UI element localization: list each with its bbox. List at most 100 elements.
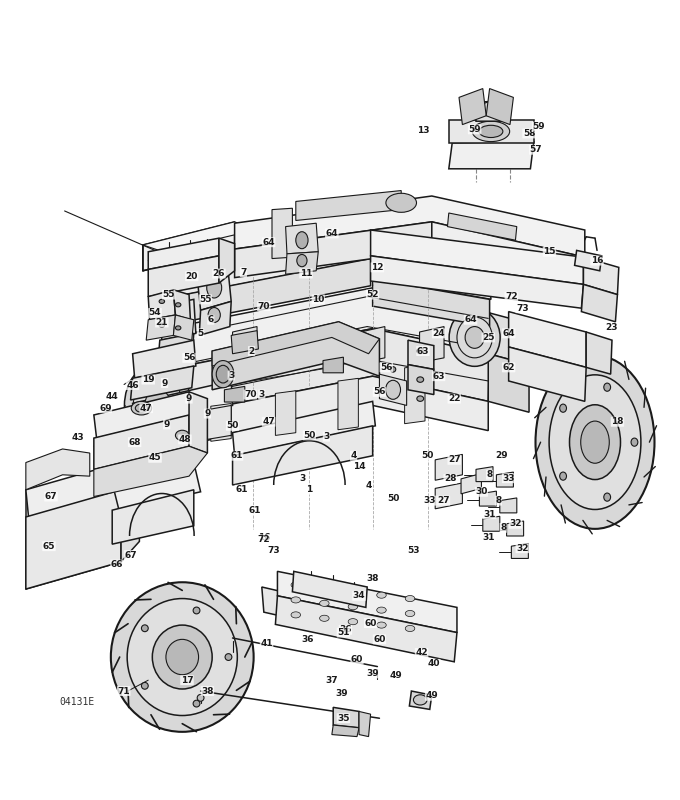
Ellipse shape <box>604 383 611 391</box>
Polygon shape <box>475 101 511 121</box>
Ellipse shape <box>135 404 148 412</box>
Text: 39: 39 <box>367 669 379 678</box>
Polygon shape <box>408 340 434 370</box>
Ellipse shape <box>377 622 386 628</box>
Polygon shape <box>160 258 371 326</box>
Polygon shape <box>212 322 379 390</box>
Ellipse shape <box>291 597 301 603</box>
Ellipse shape <box>417 377 424 382</box>
Polygon shape <box>167 376 488 446</box>
Ellipse shape <box>291 582 301 588</box>
Ellipse shape <box>111 582 254 732</box>
Polygon shape <box>233 426 373 485</box>
Text: 10: 10 <box>312 295 324 304</box>
Polygon shape <box>323 357 343 373</box>
Ellipse shape <box>560 404 566 412</box>
Text: 54: 54 <box>149 309 161 318</box>
Text: 66: 66 <box>111 560 123 569</box>
Polygon shape <box>148 256 219 297</box>
Text: 61: 61 <box>249 506 261 514</box>
Text: 37: 37 <box>326 676 338 685</box>
Ellipse shape <box>405 626 415 631</box>
Polygon shape <box>197 267 231 310</box>
Polygon shape <box>272 208 292 258</box>
Text: 53: 53 <box>407 546 420 555</box>
Polygon shape <box>231 330 258 354</box>
Polygon shape <box>488 354 529 412</box>
Text: 19: 19 <box>142 375 154 384</box>
Text: 40: 40 <box>428 659 440 668</box>
Ellipse shape <box>207 278 222 298</box>
Text: 67: 67 <box>45 492 57 501</box>
Ellipse shape <box>348 604 358 610</box>
Ellipse shape <box>472 121 510 142</box>
Text: 23: 23 <box>606 323 618 333</box>
Text: 4: 4 <box>350 451 357 460</box>
Text: 20: 20 <box>186 272 198 281</box>
Polygon shape <box>26 462 124 517</box>
Text: 51: 51 <box>337 628 350 637</box>
Text: 49: 49 <box>390 671 402 680</box>
Polygon shape <box>379 374 407 406</box>
Text: 17: 17 <box>181 676 193 685</box>
Ellipse shape <box>127 598 237 715</box>
Ellipse shape <box>175 326 181 330</box>
Polygon shape <box>432 222 585 284</box>
Text: 21: 21 <box>156 318 168 327</box>
Text: 62: 62 <box>503 363 515 372</box>
Polygon shape <box>420 326 444 362</box>
Text: 31: 31 <box>483 510 496 518</box>
Text: 36: 36 <box>301 635 313 644</box>
Text: 63: 63 <box>417 346 429 355</box>
Polygon shape <box>167 406 231 446</box>
Polygon shape <box>435 483 462 509</box>
Ellipse shape <box>465 326 484 348</box>
Polygon shape <box>173 315 194 340</box>
Text: 8: 8 <box>495 496 502 505</box>
Polygon shape <box>211 403 231 442</box>
Text: 36: 36 <box>339 626 352 634</box>
Text: 50: 50 <box>226 422 239 430</box>
Text: 33: 33 <box>503 474 515 482</box>
Ellipse shape <box>296 254 307 266</box>
Polygon shape <box>449 142 534 169</box>
Text: 60: 60 <box>351 655 363 664</box>
Text: 22: 22 <box>448 394 460 403</box>
Text: 44: 44 <box>106 392 118 401</box>
Text: 71: 71 <box>118 686 130 695</box>
Polygon shape <box>479 491 496 506</box>
Text: 64: 64 <box>262 238 275 246</box>
Text: 2: 2 <box>248 346 255 355</box>
Text: 28: 28 <box>444 474 456 483</box>
Ellipse shape <box>320 615 329 622</box>
Text: 41: 41 <box>260 639 273 648</box>
Text: 47: 47 <box>140 404 152 413</box>
Text: 50: 50 <box>387 494 399 503</box>
Polygon shape <box>405 365 425 424</box>
Text: 32: 32 <box>509 519 522 528</box>
Text: 73: 73 <box>267 546 279 555</box>
Text: 70: 70 <box>244 390 256 399</box>
Text: 60: 60 <box>373 635 386 644</box>
Ellipse shape <box>193 607 200 614</box>
Text: 59: 59 <box>532 122 545 131</box>
Polygon shape <box>476 466 493 482</box>
Ellipse shape <box>320 586 329 591</box>
Ellipse shape <box>377 592 386 598</box>
Ellipse shape <box>145 389 171 422</box>
Text: 64: 64 <box>503 329 515 338</box>
Text: 8: 8 <box>486 470 493 479</box>
Ellipse shape <box>449 309 500 366</box>
Text: 55: 55 <box>199 295 211 304</box>
Text: 8: 8 <box>500 523 507 532</box>
Polygon shape <box>167 288 490 370</box>
Polygon shape <box>148 238 219 270</box>
Polygon shape <box>447 213 517 240</box>
Ellipse shape <box>296 232 308 249</box>
Polygon shape <box>160 238 373 299</box>
Text: 69: 69 <box>99 404 112 413</box>
Polygon shape <box>277 571 457 633</box>
Text: 56: 56 <box>183 354 195 362</box>
Polygon shape <box>459 89 486 125</box>
Ellipse shape <box>417 396 424 402</box>
